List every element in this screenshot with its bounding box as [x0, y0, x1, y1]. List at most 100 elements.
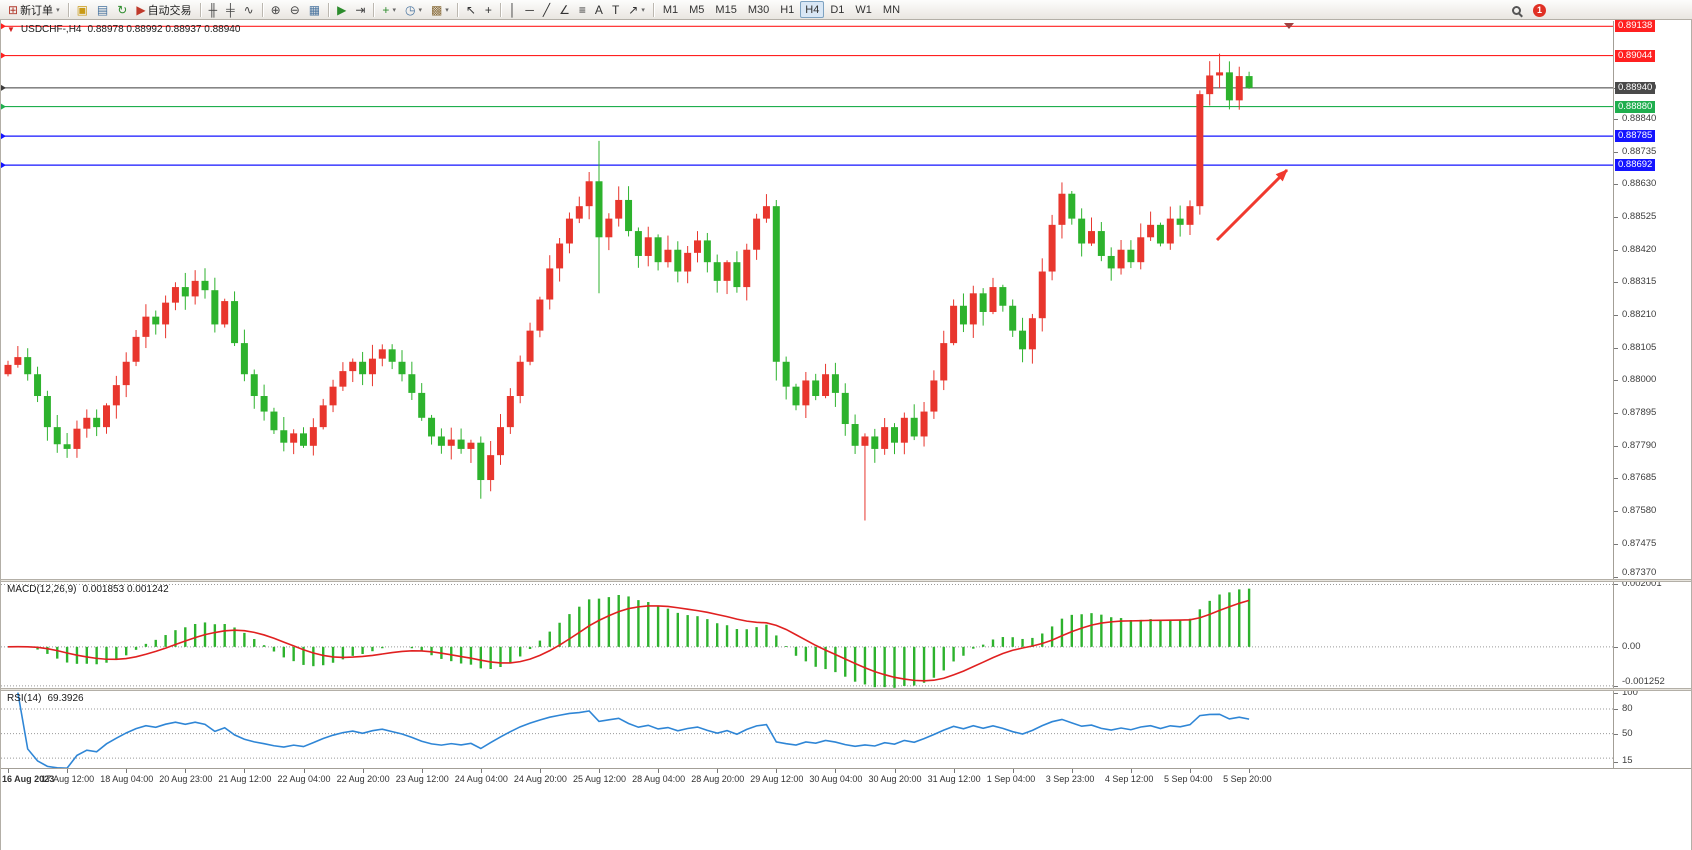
text-label-icon: T [611, 2, 620, 17]
search-button[interactable] [1508, 2, 1525, 19]
bar-chart-button[interactable]: ╫ [205, 1, 222, 18]
chart-shift-button[interactable]: ⇥ [351, 1, 369, 18]
zoom-in-button[interactable]: ⊕ [267, 1, 285, 18]
price-axis[interactable]: 0.88940 0.88840 0.88735 0.88630 0.88525 0.884… [1613, 20, 1692, 768]
price-tick-label: 0.88000 [1622, 374, 1657, 386]
bid-price-tag: 0.88940 [1615, 81, 1656, 94]
timeframe-m30[interactable]: M30 [743, 1, 774, 18]
arrows-button[interactable]: ↗ ▾ [624, 1, 649, 18]
cursor-icon: ↖ [465, 2, 476, 17]
templates-button[interactable]: ▩ ▾ [427, 1, 453, 18]
timeframe-h4-label: H4 [805, 3, 820, 16]
line-chart-button[interactable]: ∿ [240, 1, 258, 18]
macd-label: MACD(12,26,9) [7, 584, 77, 595]
price-axis-tick [1614, 184, 1618, 186]
price-axis-tick [1614, 445, 1618, 447]
timeframe-m15[interactable]: M15 [710, 1, 741, 18]
candlestick-chart[interactable] [1, 21, 1613, 579]
price-tick-label: 0.88420 [1622, 243, 1657, 255]
crosshair-button[interactable]: + [481, 1, 496, 18]
timeframe-m5[interactable]: M5 [684, 1, 709, 18]
price-tick-label: 0.87685 [1622, 472, 1657, 484]
chart-ohlc-values: 0.88978 0.88992 0.88937 0.88940 [87, 24, 241, 35]
text-button[interactable]: A [591, 1, 607, 18]
horizontal-line-button[interactable]: ─ [521, 1, 538, 18]
time-axis[interactable]: 16 Aug 2023 17 Aug 12:00 18 Aug 04:00 20 Au… [0, 768, 1692, 790]
price-tick-label: 0.87475 [1622, 537, 1657, 549]
rsi-indicator-chart[interactable] [1, 691, 1613, 768]
time-axis-label: 25 Aug 12:00 [573, 774, 627, 784]
cursor-button[interactable]: ↖ [462, 1, 480, 18]
tile-windows-button[interactable]: ▦ [305, 1, 324, 18]
price-line-tag: 0.89044 [1615, 49, 1656, 62]
main-chart-pane[interactable]: ▼ USDCHF-,H4 0.88978 0.88992 0.88937 0.8… [1, 21, 1613, 579]
toolbar-separator [456, 2, 458, 17]
price-axis-tick [1614, 380, 1618, 382]
candlestick-button[interactable]: ╪ [222, 1, 239, 18]
pane-splitter[interactable] [0, 579, 1692, 582]
time-axis-label: 29 Aug 12:00 [750, 774, 804, 784]
indicators-button[interactable]: + ▾ [378, 1, 400, 18]
price-tick-label: 50 [1622, 727, 1633, 739]
price-tick-label: 0.88735 [1622, 145, 1657, 157]
macd-indicator-chart[interactable] [1, 582, 1613, 688]
pane-splitter[interactable] [0, 688, 1692, 691]
price-line-tag: 0.89138 [1615, 20, 1656, 33]
price-tick-label: 80 [1622, 703, 1633, 715]
timeframe-w1[interactable]: W1 [850, 1, 877, 18]
timeframe-mn[interactable]: MN [878, 1, 905, 18]
new-order-button[interactable]: ⊞ 新订单 ▾ [4, 1, 64, 18]
time-axis-label: 22 Aug 20:00 [336, 774, 390, 784]
zoom-in-icon: ⊕ [270, 2, 281, 17]
macd-pane[interactable]: MACD(12,26,9) 0.001853 0.001242 [1, 582, 1613, 688]
timeframe-m5-label: M5 [689, 3, 705, 16]
price-axis-tick [1614, 151, 1618, 153]
time-axis-tick [717, 769, 719, 773]
toolbar-separator [652, 2, 654, 17]
timeframe-m1[interactable]: M1 [658, 1, 683, 18]
time-axis-label: 24 Aug 04:00 [454, 774, 508, 784]
time-axis-tick [539, 769, 541, 773]
new-order-button-label: 新订单 [20, 4, 54, 17]
channel-button[interactable]: ∠ [555, 1, 574, 18]
time-axis-tick [67, 769, 69, 773]
tile-windows-icon: ▦ [308, 2, 321, 17]
arrows-icon: ↗ [628, 2, 639, 17]
fibonacci-button[interactable]: ≡ [575, 1, 590, 18]
toolbar-right-group: 1 [1508, 0, 1546, 20]
price-tick-label: 0.00 [1622, 640, 1641, 652]
refresh-button[interactable]: ↻ [113, 1, 131, 18]
line-chart-icon: ∿ [243, 2, 254, 17]
trendline-button[interactable]: ╱ [539, 1, 554, 18]
toolbar-separator [67, 2, 69, 17]
price-tick-label: 0.87370 [1622, 567, 1657, 578]
time-axis-tick [303, 769, 305, 773]
vertical-line-button[interactable]: │ [505, 1, 521, 18]
alerts-button[interactable]: ▣ [73, 1, 92, 18]
timeframe-h4[interactable]: H4 [800, 1, 825, 18]
periods-button[interactable]: ◷ ▾ [401, 1, 426, 18]
autotrading-button[interactable]: ▶ 自动交易 [132, 1, 195, 18]
timeframe-h1[interactable]: H1 [775, 1, 799, 18]
one-click-trading-icon[interactable]: ▼ [7, 25, 15, 34]
time-axis-tick [362, 769, 364, 773]
auto-scroll-button[interactable]: ▶ [333, 1, 350, 18]
notification-badge[interactable]: 1 [1533, 3, 1546, 17]
zoom-out-button[interactable]: ⊖ [286, 1, 304, 18]
rsi-label-overlay: RSI(14) 69.3926 [7, 693, 84, 704]
price-tick-label: 0.87580 [1622, 505, 1657, 517]
time-axis-tick [421, 769, 423, 773]
rsi-pane[interactable]: RSI(14) 69.3926 [1, 691, 1613, 768]
time-axis-tick [953, 769, 955, 773]
data-window-button[interactable]: ▤ [93, 1, 112, 18]
time-axis-tick [835, 769, 837, 773]
timeframe-d1[interactable]: D1 [825, 1, 849, 18]
timeframe-h1-label: H1 [780, 3, 795, 16]
template-icon: ▩ [430, 2, 443, 17]
time-axis-tick [1190, 769, 1191, 773]
time-axis-tick [480, 769, 482, 773]
price-axis-tick [1614, 762, 1618, 764]
time-axis-label: 17 Aug 12:00 [41, 774, 95, 784]
toolbar: ⊞ 新订单 ▾ ▣ ▤ ↻ ▶ 自动交易 ╫ ╪ ∿ ⊕ ⊖ ▦ ▶ ⇥ + ▾ ◷ ▾ ▩ ▾ ↖ + │ ─ ╱ ∠ ≡ A T ↗ ▾ M1… [0, 0, 1692, 20]
label-button[interactable]: T [608, 1, 623, 18]
